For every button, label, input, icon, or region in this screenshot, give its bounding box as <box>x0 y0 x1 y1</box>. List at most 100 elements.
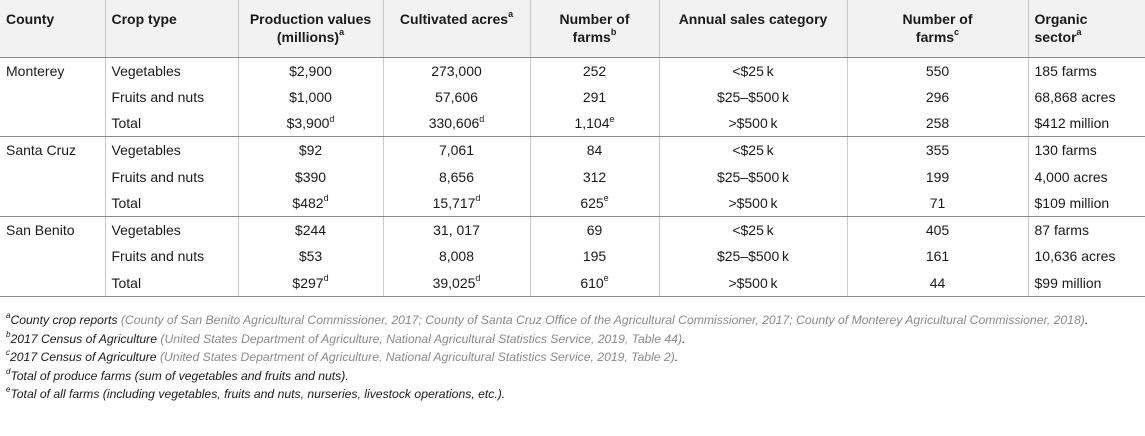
cultivated-acres-cell: 39,025d <box>382 269 530 297</box>
production-value-cell: $482d <box>237 189 383 218</box>
production-value-cell: $92 <box>237 136 383 164</box>
table-row: Monterey Vegetables $2,900 273,000 252 <$25 k… <box>0 57 1145 84</box>
production-value-cell: $297d <box>237 269 383 297</box>
table-row: Fruits and nuts $1,000 57,606 291 $25–$500 k… <box>0 83 1145 111</box>
number-of-farms-by-sales-cell: 296 <box>846 83 1028 111</box>
annual-sales-category-cell: <$25 k <box>658 216 847 244</box>
crop-type-cell: Total <box>104 189 238 218</box>
number-of-farms-by-sales-cell: 258 <box>846 110 1028 138</box>
footnote-citation-link[interactable]: (United States Department of Agriculture… <box>157 331 683 346</box>
crop-type-cell: Vegetables <box>104 136 238 164</box>
footnote-b: b2017 Census of Agriculture (United Stat… <box>6 329 686 346</box>
annual-sales-category-cell: $25–$500 k <box>658 243 847 270</box>
header-number-of-farms-b: Number of farmsb <box>529 0 659 58</box>
cultivated-acres-cell: 330,606d <box>382 110 530 138</box>
annual-sales-category-cell: >$500 k <box>658 269 847 297</box>
number-of-farms-cell: 1,104e <box>529 110 659 138</box>
crop-type-cell: Vegetables <box>104 57 238 84</box>
footnotes: aCounty crop reports (County of San Beni… <box>6 311 1141 404</box>
organic-sector-cell: 87 farms <box>1027 216 1145 244</box>
number-of-farms-cell: 69 <box>529 216 659 244</box>
table-row: Fruits and nuts $53 8,008 195 $25–$500 k 161 1… <box>0 243 1145 270</box>
number-of-farms-by-sales-cell: 44 <box>846 269 1028 297</box>
header-crop-type: Crop type <box>104 0 238 58</box>
number-of-farms-cell: 291 <box>529 83 659 111</box>
cultivated-acres-cell: 8,008 <box>382 243 530 270</box>
county-cell: Santa Cruz <box>6 142 77 159</box>
number-of-farms-cell: 312 <box>529 163 659 190</box>
county-cell <box>0 189 105 218</box>
cultivated-acres-cell: 273,000 <box>382 57 530 84</box>
table-row: Fruits and nuts $390 8,656 312 $25–$500 k 199… <box>0 163 1145 190</box>
cultivated-acres-cell: 7,061 <box>382 136 530 164</box>
production-value-cell: $244 <box>237 216 383 244</box>
organic-sector-cell: 68,868 acres <box>1027 83 1145 111</box>
cultivated-acres-cell: 57,606 <box>382 83 530 111</box>
footnote-d: dTotal of produce farms (sum of vegetabl… <box>6 366 349 383</box>
cultivated-acres-cell: 8,656 <box>382 163 530 190</box>
annual-sales-category-cell: $25–$500 k <box>658 83 847 111</box>
cultivated-acres-cell: 31, 017 <box>382 216 530 244</box>
number-of-farms-by-sales-cell: 405 <box>846 216 1028 244</box>
annual-sales-category-cell: <$25 k <box>658 57 847 84</box>
header-organic-sector: Organic sectora <box>1027 0 1145 58</box>
table-row: Total $482d 15,717d 625e >$500 k 71 $109 milli… <box>0 189 1145 218</box>
production-value-cell: $390 <box>237 163 383 190</box>
table-row: Santa Cruz Vegetables $92 7,061 84 <$25 k 355 1… <box>0 136 1145 164</box>
table-row: Total $3,900d 330,606d 1,104e >$500 k 258 $412… <box>0 110 1145 138</box>
cultivated-acres-cell: 15,717d <box>382 189 530 218</box>
table-row: Total $297d 39,025d 610e >$500 k 44 $99 millio… <box>0 269 1145 297</box>
number-of-farms-cell: 610e <box>529 269 659 297</box>
footnote-citation-link[interactable]: (County of San Benito Agricultural Commi… <box>117 313 1085 327</box>
crop-type-cell: Fruits and nuts <box>104 243 238 270</box>
header-county: County <box>0 0 105 58</box>
header-production-values: Production values (millions)a <box>237 0 383 58</box>
crop-type-cell: Fruits and nuts <box>104 83 238 111</box>
organic-sector-cell: $99 million <box>1027 269 1145 297</box>
number-of-farms-cell: 84 <box>529 136 659 164</box>
header-number-of-farms-c: Number of farmsc <box>846 0 1028 58</box>
organic-sector-cell: 10,636 acres <box>1027 243 1145 270</box>
organic-sector-cell: 130 farms <box>1027 136 1145 164</box>
production-value-cell: $53 <box>237 243 383 270</box>
county-cell: San Benito <box>6 222 75 239</box>
header-cultivated-acres: Cultivated acresa <box>382 0 530 58</box>
organic-sector-cell: $412 million <box>1027 110 1145 138</box>
county-cell <box>0 243 105 270</box>
number-of-farms-by-sales-cell: 71 <box>846 189 1028 218</box>
production-value-cell: $2,900 <box>237 57 383 84</box>
production-value-cell: $1,000 <box>237 83 383 111</box>
number-of-farms-cell: 252 <box>529 57 659 84</box>
production-value-cell: $3,900d <box>237 110 383 138</box>
annual-sales-category-cell: >$500 k <box>658 110 847 138</box>
crop-type-cell: Vegetables <box>104 216 238 244</box>
header-annual-sales-category: Annual sales category <box>658 0 847 58</box>
footnote-e: eTotal of all farms (including vegetable… <box>6 385 506 402</box>
crop-type-cell: Fruits and nuts <box>104 163 238 190</box>
number-of-farms-cell: 625e <box>529 189 659 218</box>
footnote-citation-link[interactable]: (United States Department of Agriculture… <box>156 350 675 365</box>
number-of-farms-by-sales-cell: 355 <box>846 136 1028 164</box>
annual-sales-category-cell: $25–$500 k <box>658 163 847 190</box>
number-of-farms-by-sales-cell: 161 <box>846 243 1028 270</box>
county-cell <box>0 84 105 111</box>
table-body: Monterey Vegetables $2,900 273,000 252 <$25 k… <box>0 57 1145 297</box>
county-cell <box>0 163 105 190</box>
county-cell <box>0 110 105 138</box>
crop-type-cell: Total <box>104 110 238 138</box>
number-of-farms-cell: 195 <box>529 243 659 270</box>
organic-sector-cell: 185 farms <box>1027 57 1145 84</box>
annual-sales-category-cell: <$25 k <box>658 136 847 164</box>
agriculture-table: County Crop type Production values (milli… <box>0 0 1145 297</box>
county-cell: Monterey <box>6 62 65 79</box>
number-of-farms-by-sales-cell: 550 <box>846 57 1028 84</box>
header-row: County Crop type Production values (milli… <box>0 0 1145 58</box>
footnote-c: c2017 Census of Agriculture (United Stat… <box>6 348 679 365</box>
crop-type-cell: Total <box>104 269 238 297</box>
organic-sector-cell: $109 million <box>1027 189 1145 218</box>
organic-sector-cell: 4,000 acres <box>1027 163 1145 190</box>
footnote-a: aCounty crop reports (County of San Beni… <box>6 310 1089 327</box>
county-cell <box>0 269 105 297</box>
